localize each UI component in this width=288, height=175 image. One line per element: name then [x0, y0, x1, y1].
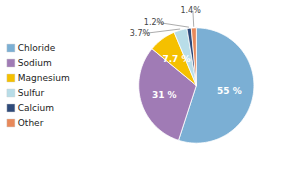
svg-text:Sodium: Sodium [18, 58, 52, 68]
svg-text:31 %: 31 % [152, 90, 177, 100]
svg-text:7.7 %: 7.7 % [162, 54, 190, 64]
svg-text:1.4%: 1.4% [180, 6, 201, 15]
svg-text:Chloride: Chloride [18, 43, 56, 53]
svg-text:Calcium: Calcium [18, 103, 54, 113]
svg-text:55 %: 55 % [217, 86, 242, 96]
svg-text:3.7%: 3.7% [130, 29, 151, 38]
svg-text:Other: Other [18, 118, 44, 128]
svg-text:Sulfur: Sulfur [18, 88, 45, 98]
svg-text:1.2%: 1.2% [144, 18, 165, 27]
svg-text:Magnesium: Magnesium [18, 73, 70, 83]
